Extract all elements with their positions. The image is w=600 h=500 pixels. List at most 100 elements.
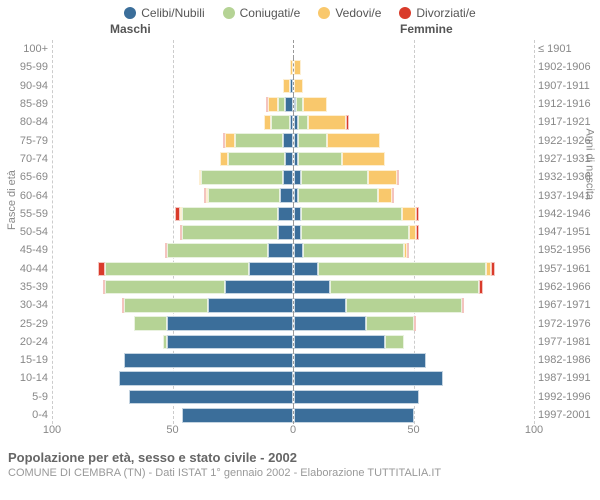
bar-segment [303,243,404,258]
age-row: 35-391962-1966 [0,278,600,296]
bar-segment [283,133,293,148]
male-bar [52,186,293,204]
bar-segment [235,133,283,148]
male-bar [52,351,293,369]
female-bar [293,241,535,259]
age-label: 75-79 [0,135,52,147]
age-label: 85-89 [0,98,52,110]
bar-segment [278,207,292,222]
male-bar [52,205,293,223]
age-row: 100+≤ 1901 [0,40,600,58]
age-row: 45-491952-1956 [0,241,600,259]
year-label: 1907-1911 [534,80,600,92]
male-bar [52,406,293,424]
year-label: 1912-1916 [534,98,600,110]
bar-segment [124,298,208,313]
male-bar [52,113,293,131]
bar-segment [303,97,327,112]
bar-segment [368,170,397,185]
bar-segment [294,408,414,423]
male-bar [52,241,293,259]
bar-segment [342,152,385,167]
bar-segment [294,316,366,331]
female-bar [293,131,535,149]
bar-segment [278,97,285,112]
age-row: 40-441957-1961 [0,260,600,278]
bar-segment [294,298,347,313]
bar-segment [402,207,416,222]
legend-dot-icon [124,7,136,19]
bar-segment [105,280,225,295]
legend-label: Celibi/Nubili [141,6,204,20]
female-bar [293,40,535,58]
bar-segment [134,316,168,331]
bar-segment [119,371,292,386]
x-axis: 10050050100 [0,424,600,444]
bar-segment [318,262,486,277]
age-row: 80-841917-1921 [0,113,600,131]
bar-segment [298,188,377,203]
bar-segment [220,152,227,167]
female-bar [293,369,535,387]
bar-segment [294,225,301,240]
bar-segment [366,316,414,331]
male-bar [52,77,293,95]
bar-segment [298,133,327,148]
male-header: Maschi [110,22,151,36]
bar-segment [208,298,292,313]
year-label: 1972-1976 [534,318,600,330]
legend-dot-icon [399,7,411,19]
bar-segment [294,170,301,185]
bar-segment [416,225,418,240]
age-row: 90-94 1907-1911 [0,77,600,95]
x-tick-label: 50 [407,424,419,436]
bar-segment [294,390,419,405]
bar-segment [285,152,292,167]
y-axis-left-title: Fasce di età [6,170,18,230]
female-bar [293,205,535,223]
age-row: 75-791922-1926 [0,131,600,149]
chart-subtitle: COMUNE DI CEMBRA (TN) - Dati ISTAT 1° ge… [8,467,592,479]
female-bar [293,186,535,204]
x-tick-label: 100 [525,424,543,436]
x-tick-label: 100 [43,424,61,436]
male-bar [52,131,293,149]
bar-segment [98,262,105,277]
bar-segment [182,207,278,222]
male-bar [52,95,293,113]
female-bar [293,58,535,76]
bar-segment [294,79,304,94]
age-label: 90-94 [0,80,52,92]
bar-segment [167,335,292,350]
chart-footer: Popolazione per età, sesso e stato civil… [0,444,600,479]
x-tick-label: 50 [166,424,178,436]
female-bar [293,388,535,406]
bar-segment [278,225,292,240]
bar-segment [407,243,409,258]
legend-dot-icon [318,7,330,19]
age-row: 15-191982-1986 [0,351,600,369]
bar-segment [378,188,392,203]
year-label: 1982-1986 [534,354,600,366]
bar-segment [283,79,290,94]
bar-segment [330,280,479,295]
year-label: 1992-1996 [534,391,600,403]
bar-segment [167,316,292,331]
age-row: 65-691932-1936 [0,168,600,186]
female-header: Femmine [400,22,453,36]
female-bar [293,150,535,168]
bar-segment [182,408,293,423]
female-bar [293,95,535,113]
bar-segment [392,188,394,203]
bar-segment [294,243,304,258]
bar-segment [296,97,303,112]
bar-segment [167,243,268,258]
female-bar [293,168,535,186]
bar-segment [268,243,292,258]
age-label: 20-24 [0,336,52,348]
age-label: 5-9 [0,391,52,403]
male-bar [52,150,293,168]
male-bar [52,369,293,387]
male-bar [52,333,293,351]
y-axis-right-title: Anni di nascita [584,128,596,200]
